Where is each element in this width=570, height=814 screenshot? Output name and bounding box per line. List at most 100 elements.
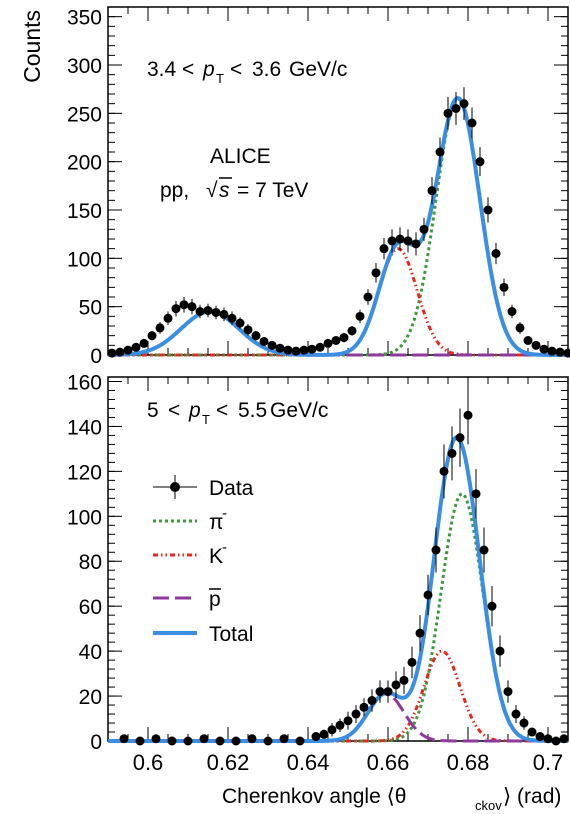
legend-pion-sup: - xyxy=(222,505,227,522)
data-point xyxy=(535,732,545,742)
bottom-pt-low: 5 xyxy=(147,399,159,422)
data-point xyxy=(267,340,277,350)
bottom-pt-high: 5.5 xyxy=(238,399,267,422)
data-point xyxy=(519,718,529,728)
experiment-label: ALICE pp, √ s = 7 TeV xyxy=(160,145,308,202)
collision-system: pp, xyxy=(160,179,189,202)
x-tick-label: 0.62 xyxy=(207,750,250,775)
legend-pion-label: π xyxy=(209,511,224,534)
y-tick-label: 150 xyxy=(67,200,102,223)
top-pt-symbol: p xyxy=(202,58,215,81)
top-pt-sub: T xyxy=(216,71,224,86)
data-point xyxy=(335,720,345,730)
data-point xyxy=(355,311,365,321)
y-tick-label: 20 xyxy=(79,686,102,709)
data-point xyxy=(431,545,441,555)
data-point xyxy=(551,736,561,746)
data-point xyxy=(475,157,485,167)
data-point xyxy=(139,338,149,348)
pion-fit-curve xyxy=(108,492,568,743)
data-point xyxy=(543,734,553,744)
data-point xyxy=(123,345,133,355)
y-tick-label: 300 xyxy=(67,55,102,78)
data-point xyxy=(503,687,513,697)
top-pt-low: 3.4 xyxy=(147,58,177,81)
x-tick-label: 0.68 xyxy=(447,750,490,775)
x-tick-label: 0.7 xyxy=(533,750,564,775)
data-point xyxy=(467,118,477,128)
bottom-lt1: < xyxy=(168,399,180,422)
data-point xyxy=(295,736,305,746)
y-tick-label: 200 xyxy=(67,152,102,175)
y-tick-label: 40 xyxy=(79,641,102,664)
x-tick-label: 0.66 xyxy=(367,750,410,775)
data-point xyxy=(203,306,213,316)
data-point xyxy=(483,205,493,215)
data-point xyxy=(435,147,445,157)
proton-fit-curve xyxy=(108,692,568,743)
y-tick-label: 0 xyxy=(90,731,102,754)
data-point xyxy=(375,687,385,697)
data-point xyxy=(495,646,505,656)
data-point xyxy=(563,348,570,358)
data-point xyxy=(343,716,353,726)
data-point xyxy=(379,244,389,254)
data-point xyxy=(411,239,421,249)
data-point xyxy=(387,236,397,246)
y-tick-label: 160 xyxy=(67,371,102,394)
data-point xyxy=(279,734,289,744)
data-point xyxy=(151,734,161,744)
data-point xyxy=(479,545,489,555)
data-point xyxy=(423,590,433,600)
top-panel-annotation: 3.4 < p T < 3.6 GeV/c xyxy=(147,58,347,86)
data-point xyxy=(539,344,549,354)
y-tick-label: 350 xyxy=(67,7,102,30)
data-point xyxy=(403,236,413,246)
bottom-pt-sub: T xyxy=(202,412,210,427)
x-tick-label: 0.64 xyxy=(287,750,330,775)
legend-kaon-label: K xyxy=(209,545,223,568)
data-point xyxy=(115,347,125,357)
data-point xyxy=(367,696,377,706)
data-point xyxy=(247,734,257,744)
data-point xyxy=(515,323,525,333)
data-point xyxy=(547,346,557,356)
y-axis-label: Counts xyxy=(19,10,45,83)
legend-total-label: Total xyxy=(209,623,253,646)
panel-bottom: 0 20 40 60 80 100 120 140 160 0.6 0.62 0.64 0.66 0.68… xyxy=(67,371,569,775)
experiment-name: ALICE xyxy=(210,145,271,168)
data-point xyxy=(235,318,245,328)
data-point xyxy=(487,601,497,611)
legend-proton-label: p xyxy=(209,588,221,611)
data-point xyxy=(243,325,253,335)
data-point xyxy=(447,448,457,458)
bottom-pt-symbol: p xyxy=(188,399,201,422)
data-point xyxy=(163,313,173,323)
data-point xyxy=(171,304,181,314)
data-point xyxy=(471,489,481,499)
y-tick-label: 140 xyxy=(67,416,102,439)
panel-top: 0 50 100 150 200 250 300 350 xyxy=(67,6,570,368)
data-point xyxy=(307,344,317,354)
y-tick-label: 0 xyxy=(90,345,102,368)
top-pt-unit: GeV/c xyxy=(289,58,347,81)
data-point xyxy=(463,410,473,420)
data-point xyxy=(559,734,569,744)
data-point xyxy=(427,186,437,196)
data-point xyxy=(135,736,145,746)
data-point xyxy=(459,99,469,109)
data-point xyxy=(299,345,309,355)
top-lt1: < xyxy=(182,58,194,81)
data-point xyxy=(327,725,337,735)
data-point xyxy=(195,307,205,316)
data-point xyxy=(351,709,361,719)
data-point xyxy=(391,680,401,690)
data-point xyxy=(499,282,509,292)
data-point xyxy=(251,331,261,341)
data-point xyxy=(347,326,357,336)
sqrt-symbol: √ xyxy=(206,179,218,202)
data-point xyxy=(215,736,225,746)
y-tick-label: 100 xyxy=(67,248,102,271)
data-point xyxy=(107,348,117,358)
